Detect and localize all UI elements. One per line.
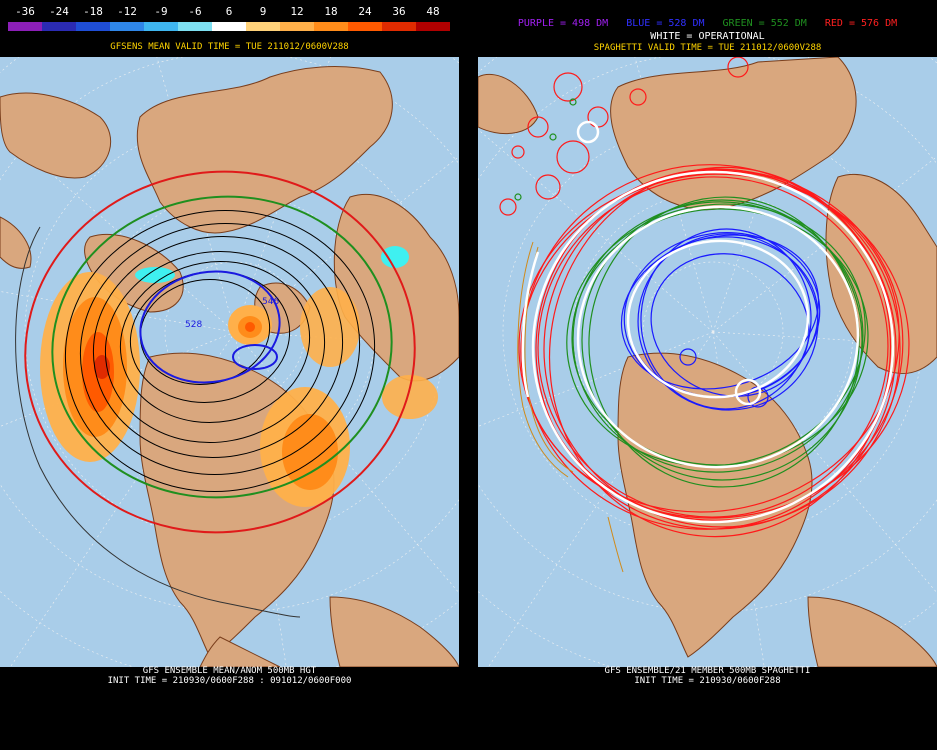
colorbar-swatch	[246, 22, 280, 31]
land-masses-right	[478, 57, 937, 667]
legend-blue: BLUE = 528 DM	[626, 18, 705, 29]
spaghetti-panel: PURPLE = 498 DM BLUE = 528 DM GREEN = 55…	[478, 0, 937, 750]
right-footer-line1: GFS ENSEMBLE/21 MEMBER 500MB SPAGHETTI	[604, 666, 811, 676]
legend-red: RED = 576 DM	[824, 18, 898, 29]
colorbar-swatch	[416, 22, 450, 31]
colorbar-swatch	[8, 22, 42, 31]
colorbar-label: 36	[392, 5, 406, 18]
legend-purple: PURPLE = 498 DM	[517, 18, 609, 29]
red-576-members	[499, 57, 910, 538]
colorbar-label: -6	[188, 5, 202, 18]
left-panel-title: GFSENS MEAN VALID TIME = TUE 211012/0600…	[110, 42, 349, 52]
colorbar-label: 18	[324, 5, 338, 18]
anomaly-colorbar: -36 -24 -18 -12 -9 -6 6 9 12 18 24 36 48	[0, 0, 459, 36]
colorbar-swatch	[314, 22, 348, 31]
negative-anomaly-shading	[135, 246, 409, 283]
contour-label-528: 528	[185, 320, 202, 330]
key-contours	[24, 170, 416, 534]
spaghetti-legend: PURPLE = 498 DM BLUE = 528 DM GREEN = 55…	[478, 18, 937, 30]
colorbar-swatch	[348, 22, 382, 31]
legend-green: GREEN = 552 DM	[722, 18, 807, 29]
left-footer-line1: GFS ENSEMBLE MEAN/ANOM 500MB HGT	[142, 666, 317, 676]
colorbar-label: -18	[83, 5, 103, 18]
colorbar-label: 24	[358, 5, 372, 18]
colorbar-label: -9	[154, 5, 168, 18]
green-552-members	[514, 98, 869, 488]
legend-white: WHITE = OPERATIONAL	[650, 31, 765, 42]
contour-label-546: 546	[262, 297, 279, 307]
colorbar-swatch	[382, 22, 416, 31]
colorbar-swatch	[144, 22, 178, 31]
colorbar-swatch	[42, 22, 76, 31]
colorbar-label: -24	[49, 5, 69, 18]
left-footer-line2: INIT TIME = 210930/0600F288 : 091012/060…	[107, 676, 352, 686]
colorbar-swatch	[212, 22, 246, 31]
ensemble-mean-panel: -36 -24 -18 -12 -9 -6 6 9 12 18 24 36 48 GFSENS MEAN…	[0, 0, 459, 750]
ensemble-mean-map: 546 528	[0, 57, 459, 667]
colorbar-swatch	[178, 22, 212, 31]
right-footer-line2: INIT TIME = 210930/0600F288	[634, 676, 781, 686]
colorbar-label: 48	[426, 5, 440, 18]
colorbar-label: 12	[290, 5, 304, 18]
colorbar-label: -36	[15, 5, 35, 18]
colorbar-swatch	[110, 22, 144, 31]
colorbar-swatch	[76, 22, 110, 31]
colorbar-swatch	[280, 22, 314, 31]
right-panel-title: SPAGHETTI VALID TIME = TUE 211012/0600V2…	[593, 43, 822, 53]
height-contours	[15, 210, 376, 618]
operational-contours	[521, 120, 895, 524]
spaghetti-map	[478, 57, 937, 667]
colorbar-label: -12	[117, 5, 137, 18]
colorbar-label: 9	[259, 5, 267, 18]
colorbar-label: 6	[225, 5, 233, 18]
